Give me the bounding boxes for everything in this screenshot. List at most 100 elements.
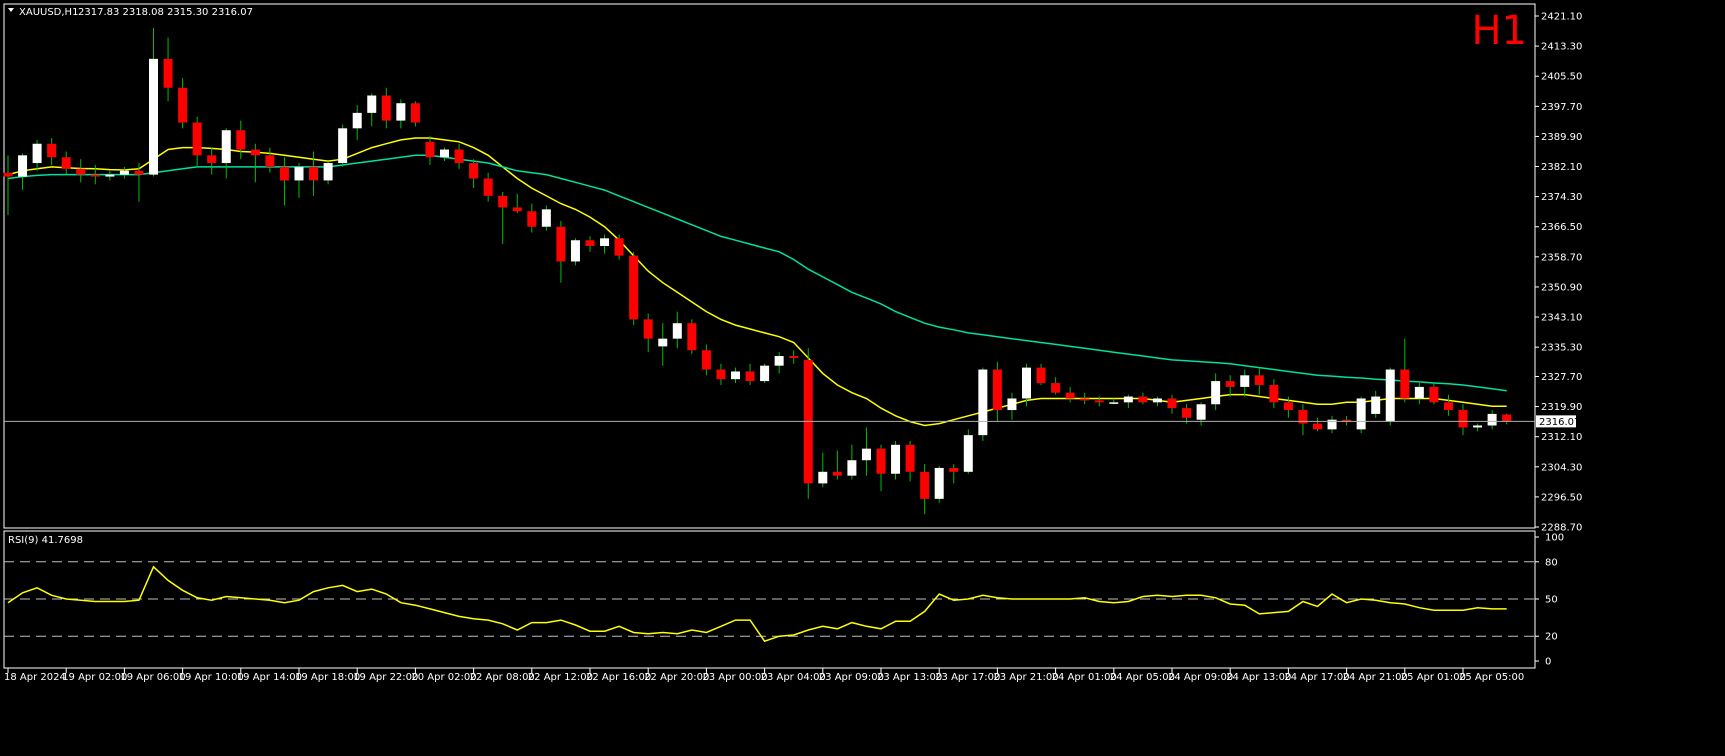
candle <box>731 367 740 384</box>
price-tick-label: 2304.30 <box>1541 462 1582 473</box>
bear-candle-body <box>410 103 420 123</box>
bull-candle-body <box>934 467 944 499</box>
bull-candle-body <box>658 338 668 347</box>
bull-candle-body <box>861 448 871 461</box>
candle <box>425 136 435 165</box>
candle <box>47 137 57 165</box>
candle <box>483 172 493 202</box>
candle <box>803 348 813 499</box>
collapse-arrow-icon[interactable] <box>8 8 14 12</box>
bear-candle-body <box>1298 410 1308 424</box>
rsi-tick-label: 80 <box>1545 557 1558 568</box>
bull-candle-body <box>1022 367 1031 399</box>
bear-candle-body <box>585 240 595 247</box>
bull-candle-body <box>963 435 973 472</box>
bull-candle-body <box>1123 396 1133 403</box>
bull-candle-body <box>440 149 449 158</box>
candle <box>876 444 886 492</box>
bear-candle-body <box>265 155 275 167</box>
candle <box>541 205 551 231</box>
bear-candle-body <box>207 155 217 164</box>
rsi-tick-label: 20 <box>1545 632 1558 643</box>
bear-candle-body <box>832 471 842 476</box>
bear-candle-body <box>425 141 435 158</box>
bull-candle-body <box>1007 398 1017 411</box>
bear-candle-body <box>920 471 930 499</box>
bear-candle-body <box>992 369 1002 411</box>
time-tick-label: 22 Apr 16:00 <box>586 672 651 683</box>
candle <box>643 313 653 353</box>
bear-candle-body <box>789 356 799 358</box>
bear-candle-body <box>1313 423 1322 430</box>
price-tick-label: 2358.70 <box>1541 252 1582 263</box>
candle <box>1443 394 1453 416</box>
candle <box>1313 417 1322 432</box>
candle <box>570 238 580 266</box>
candle <box>265 147 275 173</box>
candle <box>338 124 348 167</box>
bear-candle-body <box>1342 419 1352 422</box>
candle <box>687 319 697 355</box>
bull-candle-body <box>105 174 115 177</box>
current-price-tag <box>1536 415 1576 428</box>
candle <box>963 429 973 474</box>
candle <box>396 99 406 129</box>
price-tick-label: 2405.50 <box>1541 72 1582 83</box>
bull-candle-body <box>731 371 740 380</box>
rsi-label: RSI(9) 41.7698 <box>8 535 83 546</box>
bull-candle-body <box>760 365 770 382</box>
candle <box>745 363 755 385</box>
bull-candle-body <box>1240 375 1250 387</box>
bear-candle-body <box>250 149 260 156</box>
price-tick-label: 2389.90 <box>1541 132 1582 143</box>
bear-candle-body <box>556 226 566 262</box>
candle <box>367 93 377 127</box>
candle <box>309 151 319 196</box>
time-tick-label: 23 Apr 00:00 <box>702 672 767 683</box>
candle <box>1152 396 1162 407</box>
time-tick-label: 19 Apr 02:00 <box>62 672 127 683</box>
price-tick-label: 2421.10 <box>1541 12 1582 23</box>
time-tick-label: 19 Apr 10:00 <box>179 672 244 683</box>
bull-candle-body <box>149 58 158 175</box>
time-tick-label: 19 Apr 22:00 <box>353 672 418 683</box>
candle <box>192 116 202 167</box>
time-tick-label: 24 Apr 05:00 <box>1110 672 1175 683</box>
candle <box>701 344 711 376</box>
bear-candle-body <box>483 178 493 196</box>
price-axis: 2421.10 2413.30 2405.50 2397.70 2389.90 2382.… <box>1535 12 1582 534</box>
price-tick-label: 2335.30 <box>1541 343 1582 354</box>
candle <box>294 163 304 198</box>
candle <box>1356 396 1366 434</box>
price-tick-label: 2366.50 <box>1541 222 1582 233</box>
time-tick-label: 24 Apr 01:00 <box>1052 672 1117 683</box>
candle <box>1225 375 1235 397</box>
time-tick-label: 23 Apr 04:00 <box>761 672 826 683</box>
bear-candle-body <box>134 170 144 175</box>
candle <box>498 191 508 245</box>
candle <box>1414 383 1424 405</box>
candle <box>410 101 420 127</box>
candle <box>207 147 217 175</box>
candle <box>556 220 566 283</box>
bull-candle-body <box>1152 398 1162 403</box>
bull-candle-body <box>367 95 377 113</box>
candle <box>1254 367 1264 395</box>
price-tick-label: 2343.10 <box>1541 313 1582 324</box>
candle <box>1371 390 1381 418</box>
price-tick-label: 2312.10 <box>1541 432 1582 443</box>
bull-candle-body <box>1109 402 1119 404</box>
candle <box>600 234 610 254</box>
candle <box>18 153 28 191</box>
candle <box>716 363 726 385</box>
bear-candle-body <box>498 195 508 208</box>
bull-candle-body <box>1414 386 1424 399</box>
candle <box>440 147 449 162</box>
candle <box>891 440 901 480</box>
rsi-tick-label: 0 <box>1545 657 1551 668</box>
candle <box>3 155 13 216</box>
candle <box>469 159 479 189</box>
bear-candle-body <box>76 168 86 175</box>
price-tick-label: 2382.10 <box>1541 162 1582 173</box>
